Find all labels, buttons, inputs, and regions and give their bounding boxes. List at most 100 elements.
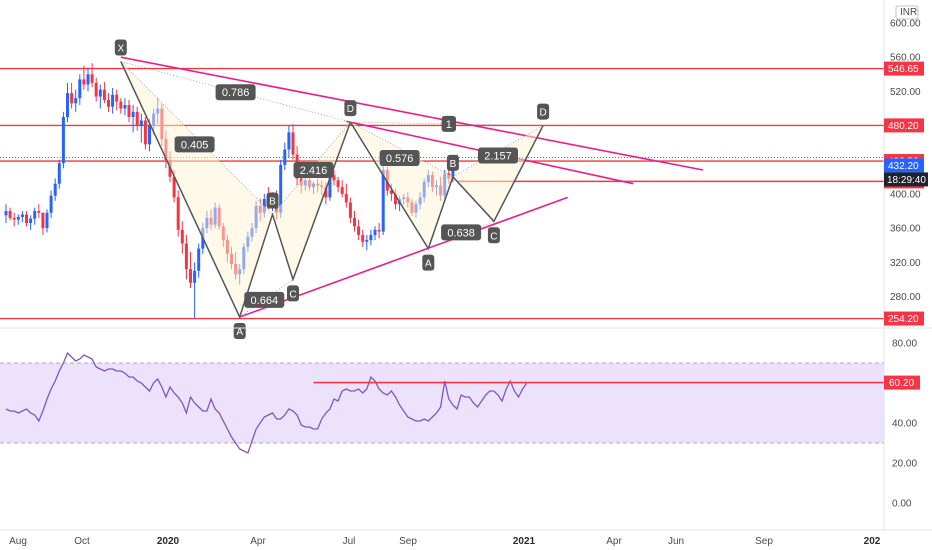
pattern-point-bg — [446, 154, 459, 171]
pattern-point-label: D — [539, 108, 546, 119]
candle-body — [45, 212, 49, 229]
candle-body — [29, 218, 33, 223]
time-tick-label: Sep — [755, 536, 773, 547]
candle-body — [361, 234, 365, 242]
level-tag-label: 254.20 — [888, 314, 919, 325]
pattern-point-label: B — [450, 159, 457, 170]
candle-body — [49, 195, 53, 213]
price-tick-label: 600.00 — [890, 19, 921, 30]
pattern-ratio-bg — [174, 136, 215, 153]
pattern-ratio-bg — [478, 147, 518, 164]
candle-body — [107, 99, 110, 107]
candle-body — [348, 202, 352, 218]
time-tick-label: Apr — [606, 536, 622, 547]
pattern-point-bg — [287, 285, 299, 302]
pattern-point-label: D — [347, 104, 354, 115]
last-price-tag: 432.20 18:29:40 — [884, 158, 928, 187]
time-tick-label: 202 — [864, 536, 881, 547]
upper-trend-x — [120, 56, 704, 171]
pattern-ratio-bg — [244, 291, 285, 308]
candle-body — [78, 79, 82, 99]
candle-body — [262, 199, 266, 213]
candle-body — [451, 166, 455, 179]
candle-body — [8, 211, 12, 218]
pattern-ratio-bg — [441, 224, 482, 241]
pattern-ratio: 0.786 — [215, 84, 256, 101]
candle-body — [340, 187, 344, 194]
candle-body — [25, 214, 28, 223]
pattern-point-bg — [114, 39, 127, 56]
pattern-point: D — [537, 103, 550, 120]
pattern-connector — [350, 121, 454, 178]
pattern-ratio: 0.405 — [174, 136, 215, 153]
pattern-connector — [239, 279, 294, 318]
candle-body — [123, 105, 127, 109]
pattern-point-bg — [537, 103, 550, 120]
harmonic-patterns: X A B C D 0.786 0.405 0.664 2.416 A B C D 0.576 0.638 2… — [114, 39, 550, 340]
pattern-point: B — [266, 192, 279, 209]
pattern-point: X — [114, 39, 127, 56]
rsi-level-tag: 60.20 — [884, 375, 920, 390]
pattern-ratio-label: 0.664 — [251, 295, 279, 307]
candle-body — [184, 243, 188, 270]
candle-body — [139, 120, 143, 126]
candle-body — [148, 125, 151, 145]
candle-body — [131, 111, 135, 118]
rsi-level-tag-label: 60.20 — [889, 378, 914, 389]
level-tag: 546.65 — [884, 61, 924, 76]
pattern-point: A — [422, 254, 435, 271]
pattern-point: B — [446, 154, 459, 171]
pattern-ratio-label: 0.638 — [447, 227, 475, 239]
time-tick-label: Aug — [9, 536, 27, 547]
last-price-tag-bg — [884, 158, 924, 173]
candle-body — [377, 229, 381, 232]
time-tick-label: Apr — [250, 536, 266, 547]
price-tick-label: 560.00 — [890, 53, 921, 64]
candle-body — [53, 183, 57, 196]
candle-body — [180, 229, 184, 244]
rsi-level-tag-bg — [884, 375, 920, 390]
countdown-label: 18:29:40 — [887, 175, 926, 186]
rsi-tick-label: 80.00 — [892, 339, 917, 350]
pattern-ratio: 2.416 — [293, 162, 334, 179]
time-tick-label: 2020 — [157, 536, 180, 547]
currency-label: INR — [900, 7, 917, 18]
candle-body — [336, 180, 340, 188]
candle-body — [332, 175, 336, 181]
candle-body — [369, 234, 373, 241]
candle-body — [394, 193, 397, 205]
candle-body — [353, 217, 356, 227]
candle-body — [33, 211, 37, 219]
candle-body — [287, 132, 291, 150]
pattern-ratio-bg — [215, 84, 256, 101]
last-price-label: 432.20 — [888, 161, 919, 172]
candle-body — [57, 163, 61, 184]
candle-body — [70, 93, 74, 104]
candle-body — [111, 94, 115, 107]
pattern-ratio: 0.664 — [244, 291, 285, 308]
price-tick-label: 360.00 — [890, 224, 921, 235]
pattern-ratio: 2.157 — [478, 147, 518, 164]
candle-body — [176, 197, 180, 230]
level-tag: 480.20 — [884, 118, 924, 133]
pattern-point-label: C — [289, 289, 296, 300]
candle-body — [365, 240, 369, 242]
candle-body — [102, 89, 106, 100]
time-tick-label: Jul — [343, 536, 356, 547]
pattern-ratio: 0.576 — [379, 150, 420, 167]
candle-body — [172, 176, 176, 198]
pattern-point: A — [233, 323, 246, 340]
candle-body — [197, 248, 201, 271]
level-tag-label: 480.20 — [888, 121, 919, 132]
candle-body — [373, 229, 377, 235]
price-axis: 600.00560.00520.00480.00440.00400.00360.… — [884, 19, 928, 326]
pattern-point: C — [287, 285, 299, 302]
pattern-point-label: A — [425, 259, 432, 270]
price-tick-label: 400.00 — [890, 189, 921, 200]
candle-body — [193, 270, 197, 283]
candle-body — [4, 211, 8, 216]
pattern-ratio-label: 0.576 — [386, 153, 414, 165]
pattern-point-label: X — [117, 43, 124, 54]
candle-body — [328, 175, 332, 198]
